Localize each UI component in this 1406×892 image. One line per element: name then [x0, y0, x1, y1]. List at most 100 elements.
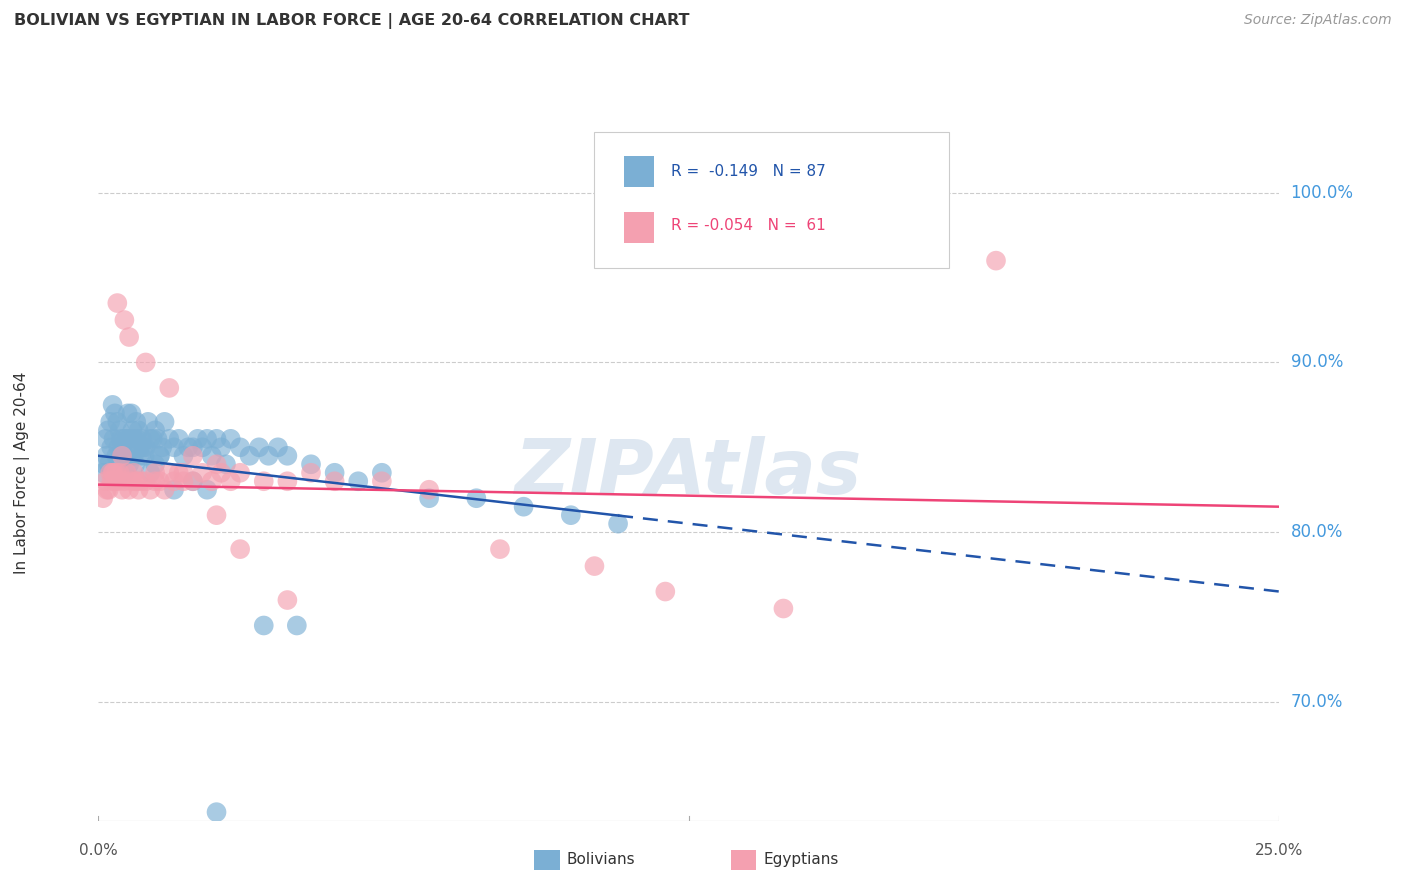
- Point: [94, 432, 117, 446]
- Point: [167, 466, 190, 480]
- Point: [136, 415, 159, 429]
- Point: [153, 415, 176, 429]
- Point: [114, 449, 136, 463]
- Point: [111, 449, 134, 463]
- Point: [121, 406, 143, 420]
- Point: [98, 466, 121, 480]
- Point: [121, 475, 143, 489]
- Point: [253, 618, 276, 632]
- Point: [115, 432, 138, 446]
- Text: 0.0%: 0.0%: [79, 843, 118, 858]
- Point: [984, 253, 1007, 268]
- Point: [209, 440, 232, 454]
- Point: [560, 508, 582, 523]
- Point: [371, 475, 394, 489]
- Point: [191, 440, 214, 454]
- Point: [142, 432, 165, 446]
- Point: [205, 432, 228, 446]
- Point: [105, 415, 128, 429]
- Point: [465, 491, 488, 506]
- Point: [201, 475, 224, 489]
- Point: [323, 466, 346, 480]
- Point: [150, 440, 173, 454]
- Point: [132, 440, 155, 454]
- Point: [181, 440, 204, 454]
- Point: [96, 483, 118, 497]
- Point: [247, 440, 270, 454]
- Point: [118, 432, 141, 446]
- Point: [105, 449, 128, 463]
- Point: [239, 449, 262, 463]
- Text: 90.0%: 90.0%: [1291, 353, 1343, 371]
- Point: [139, 466, 162, 480]
- Point: [153, 483, 176, 497]
- Point: [285, 618, 308, 632]
- Point: [163, 475, 186, 489]
- Point: [205, 457, 228, 471]
- Point: [163, 440, 186, 454]
- Point: [347, 475, 370, 489]
- Point: [117, 406, 139, 420]
- Point: [139, 432, 162, 446]
- Point: [112, 475, 135, 489]
- Point: [229, 466, 252, 480]
- Point: [111, 440, 134, 454]
- Point: [195, 432, 218, 446]
- Point: [111, 449, 134, 463]
- Point: [299, 457, 322, 471]
- Point: [157, 432, 180, 446]
- Point: [100, 475, 122, 489]
- Point: [103, 466, 125, 480]
- Point: [120, 449, 142, 463]
- Point: [143, 423, 166, 437]
- Point: [122, 466, 145, 480]
- Text: ZIPAtlas: ZIPAtlas: [515, 436, 863, 509]
- Point: [122, 449, 145, 463]
- Point: [149, 475, 172, 489]
- Text: 70.0%: 70.0%: [1291, 693, 1343, 711]
- Point: [124, 457, 146, 471]
- Point: [323, 475, 346, 489]
- Point: [276, 449, 298, 463]
- Text: 25.0%: 25.0%: [1256, 843, 1303, 858]
- Point: [276, 593, 298, 607]
- Text: R =  -0.149   N = 87: R = -0.149 N = 87: [671, 164, 825, 179]
- Point: [91, 466, 114, 480]
- Point: [96, 449, 118, 463]
- Point: [418, 491, 440, 506]
- Text: Source: ZipAtlas.com: Source: ZipAtlas.com: [1244, 13, 1392, 28]
- Point: [107, 440, 129, 454]
- Text: R = -0.054   N =  61: R = -0.054 N = 61: [671, 219, 825, 234]
- Text: 100.0%: 100.0%: [1291, 184, 1354, 202]
- Point: [149, 449, 172, 463]
- Point: [111, 483, 134, 497]
- Point: [129, 449, 152, 463]
- Point: [219, 475, 242, 489]
- Point: [146, 432, 169, 446]
- Point: [103, 432, 125, 446]
- Point: [172, 475, 194, 489]
- Point: [181, 475, 204, 489]
- Point: [97, 457, 120, 471]
- Point: [112, 313, 135, 327]
- Point: [157, 466, 180, 480]
- Bar: [624, 156, 654, 187]
- Point: [135, 475, 157, 489]
- Point: [149, 449, 172, 463]
- Point: [205, 508, 228, 523]
- Point: [131, 432, 153, 446]
- Point: [187, 432, 209, 446]
- Text: Bolivians: Bolivians: [567, 853, 636, 867]
- Point: [98, 415, 121, 429]
- Point: [257, 449, 280, 463]
- Point: [135, 440, 157, 454]
- Point: [583, 559, 606, 574]
- FancyBboxPatch shape: [595, 132, 949, 268]
- Point: [108, 466, 131, 480]
- Point: [118, 483, 141, 497]
- Point: [108, 423, 131, 437]
- Point: [172, 466, 194, 480]
- Point: [100, 440, 122, 454]
- Bar: [624, 212, 654, 244]
- Point: [772, 601, 794, 615]
